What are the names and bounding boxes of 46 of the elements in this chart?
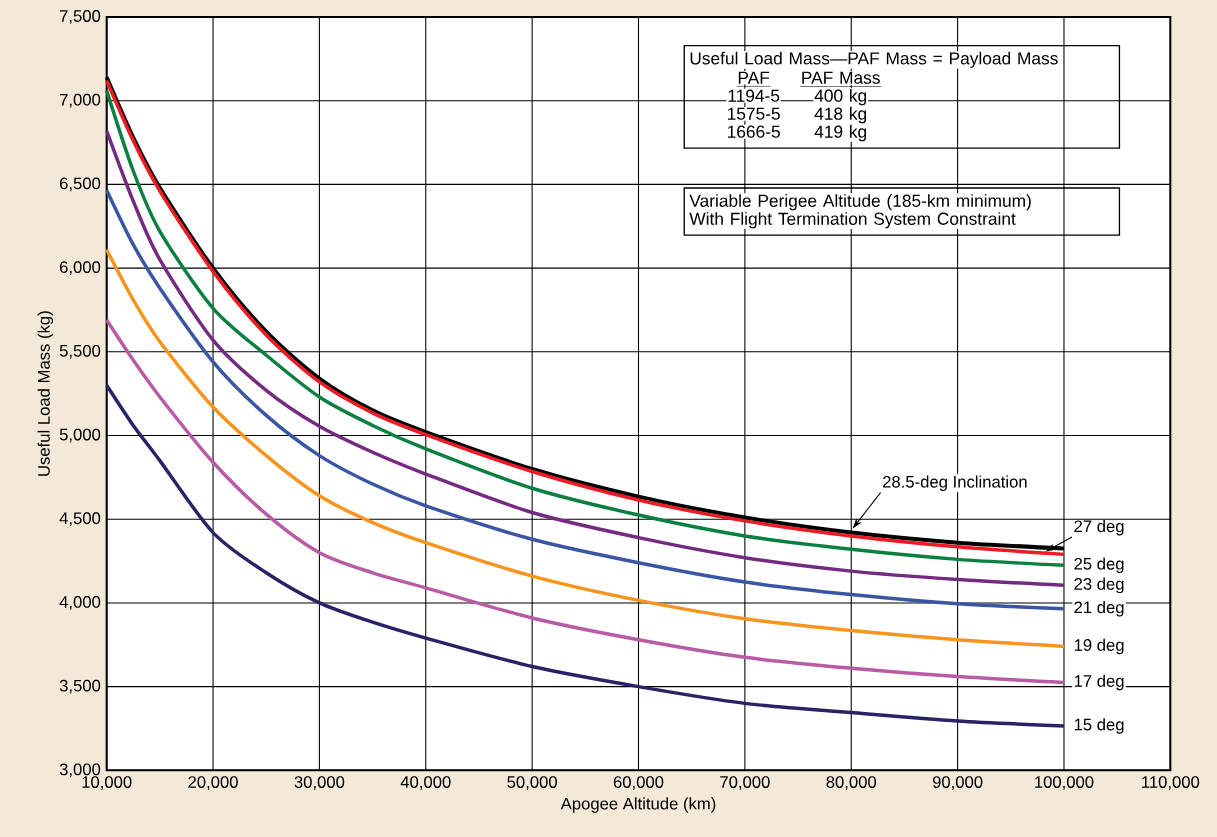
y-tick-label: 4,000 xyxy=(59,596,101,610)
series-label: 27 deg xyxy=(1074,519,1124,536)
y-tick-label: 6,000 xyxy=(59,261,101,275)
x-axis-title: Apogee Altitude (km) xyxy=(560,797,716,813)
text: 28.5-deg Inclination xyxy=(883,475,1027,491)
annotation: 1194-5 xyxy=(728,89,780,102)
x-tick-label: 40,000 xyxy=(400,776,451,790)
annotation: 418 kg xyxy=(814,107,867,124)
line-series xyxy=(104,383,1066,728)
y-axis-title: Useful Load Mass (kg) xyxy=(37,311,54,476)
x-tick-label: 30,000 xyxy=(294,776,345,790)
x-tick-label: 70,000 xyxy=(720,776,770,790)
line-series xyxy=(104,247,1066,649)
x-tick-label: 20,000 xyxy=(188,776,238,790)
y-tick-label: 4,500 xyxy=(59,512,101,527)
series-label: 15 deg xyxy=(1074,718,1124,734)
y-tick-label: 7,000 xyxy=(60,93,101,108)
x-tick-label: 80,000 xyxy=(826,776,877,790)
series-label: 23 deg xyxy=(1074,577,1124,594)
y-tick-label: 3,500 xyxy=(59,679,101,694)
series-label: 19 deg xyxy=(1074,638,1124,655)
line-series xyxy=(104,318,1066,685)
x-tick-label: 100,000 xyxy=(1035,776,1094,790)
annotation: PAF xyxy=(738,71,770,84)
y-tick-label: 7,500 xyxy=(60,10,101,24)
annotation: Useful Load Mass—PAF Mass = Payload Mass xyxy=(690,51,1058,68)
y-tick-label: 5,500 xyxy=(59,344,101,359)
y-tick-label: 5,000 xyxy=(59,428,101,443)
annotation: 419 kg xyxy=(814,125,867,142)
y-tick-label: 3,000 xyxy=(59,763,101,778)
annotation: With Flight Termination System Constraint xyxy=(689,212,1016,229)
line-series xyxy=(104,188,1066,611)
x-tick-label: 110,000 xyxy=(1142,776,1200,790)
x-tick-label: 90,000 xyxy=(932,776,983,790)
annotation: 1666-5 xyxy=(727,125,780,138)
series-label: 21 deg xyxy=(1074,600,1124,617)
annotation: Variable Perigee Altitude (185-km minimum) xyxy=(689,194,1031,211)
x-tick-label: 10,000 xyxy=(82,776,132,790)
annotation: 400 kg xyxy=(814,89,867,106)
annotation: PAF Mass xyxy=(802,71,880,84)
series-label: 25 deg xyxy=(1074,557,1124,573)
x-tick-label: 60,000 xyxy=(613,776,664,790)
annotation: 1575-5 xyxy=(727,107,780,120)
series-label: 17 deg xyxy=(1074,674,1124,691)
y-tick-label: 6,500 xyxy=(59,177,101,192)
x-tick-label: 50,000 xyxy=(507,776,557,790)
